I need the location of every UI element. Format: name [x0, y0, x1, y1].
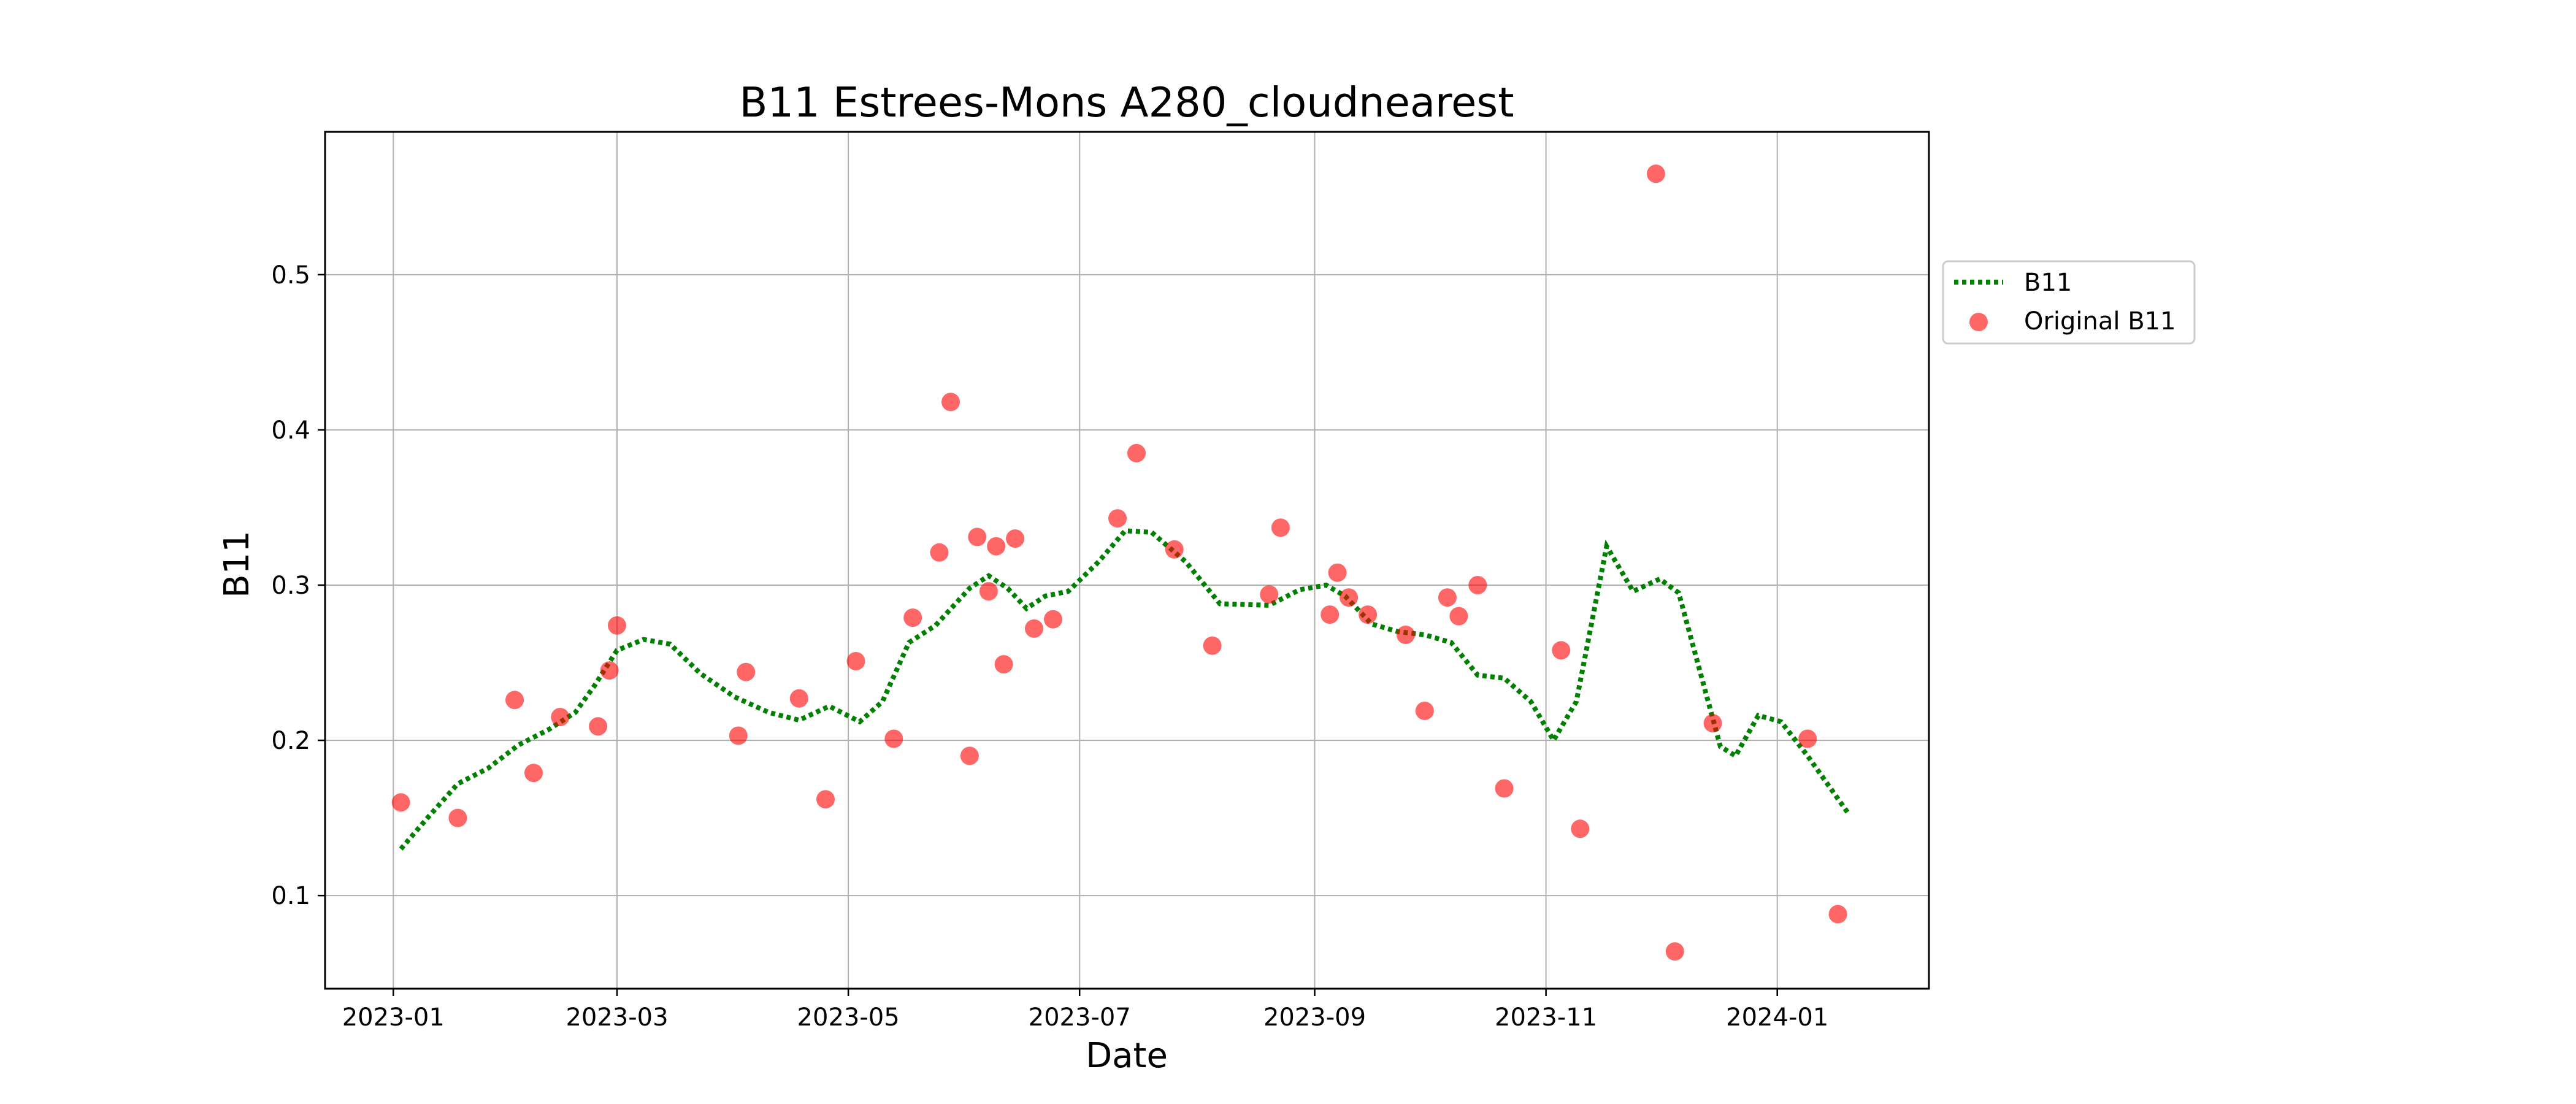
original-b11-point	[1703, 714, 1722, 733]
original-b11-point	[600, 661, 619, 680]
original-b11-point	[1415, 702, 1434, 720]
legend: B11 Original B11	[1942, 260, 2196, 345]
original-b11-point	[1438, 588, 1457, 607]
original-b11-point	[884, 729, 903, 748]
original-b11-point	[903, 608, 922, 627]
chart-title: B11 Estrees-Mons A280_cloudnearest	[740, 79, 1514, 126]
original-b11-point	[391, 793, 410, 812]
legend-label-original-b11: Original B11	[2024, 307, 2176, 335]
x-tick-label: 2023-05	[797, 1003, 900, 1032]
original-b11-point	[524, 764, 543, 783]
original-b11-point	[816, 790, 835, 809]
y-axis-ticks: 0.1 0.2 0.3 0.4 0.5	[271, 261, 325, 910]
original-b11-markers	[391, 164, 1847, 961]
original-b11-point	[987, 537, 1006, 556]
original-b11-point	[737, 662, 756, 681]
original-b11-point	[1798, 729, 1817, 748]
original-b11-point	[505, 691, 524, 710]
original-b11-point	[1449, 607, 1468, 626]
original-b11-point	[1359, 605, 1378, 624]
original-b11-point	[1025, 619, 1043, 638]
x-tick-label: 2023-09	[1263, 1003, 1366, 1032]
original-b11-point	[1165, 540, 1184, 559]
y-tick-label: 0.1	[271, 882, 310, 910]
original-b11-point	[930, 543, 949, 562]
plot-frame	[324, 131, 1930, 990]
legend-label-b11: B11	[2024, 269, 2072, 297]
legend-marker-swatch	[1969, 313, 1988, 331]
x-tick-label: 2023-01	[342, 1003, 445, 1032]
original-b11-point	[960, 746, 979, 765]
original-b11-point	[551, 708, 570, 727]
original-b11-point	[448, 808, 467, 827]
original-b11-point	[1044, 610, 1062, 629]
original-b11-point	[1127, 443, 1146, 462]
x-axis-title: Date	[1086, 1036, 1168, 1076]
legend-box	[1942, 260, 2196, 345]
original-b11-point	[1203, 636, 1222, 655]
y-axis-title: B11	[217, 531, 257, 598]
original-b11-point	[729, 726, 748, 745]
y-tick-label: 0.2	[271, 727, 310, 755]
x-tick-label: 2023-07	[1029, 1003, 1131, 1032]
y-tick-label: 0.4	[271, 416, 310, 445]
original-b11-point	[846, 652, 865, 670]
original-b11-point	[994, 655, 1013, 674]
original-b11-point	[1552, 641, 1571, 660]
original-b11-point	[1828, 905, 1847, 924]
original-b11-point	[789, 689, 808, 708]
original-b11-point	[1396, 626, 1415, 644]
original-b11-point	[979, 582, 998, 601]
original-b11-point	[1321, 605, 1340, 624]
y-tick-label: 0.3	[271, 572, 310, 600]
b11-line-layer	[399, 528, 1852, 851]
y-tick-label: 0.5	[271, 261, 310, 289]
original-b11-point	[1271, 518, 1290, 537]
original-b11-point	[941, 393, 960, 412]
x-axis-ticks: 2023-01 2023-03 2023-05 2023-07 2023-09 2023-…	[342, 989, 1828, 1032]
original-b11-point	[608, 616, 626, 635]
original-b11-point	[1665, 942, 1684, 961]
original-b11-point	[1340, 588, 1359, 607]
x-tick-label: 2023-03	[565, 1003, 668, 1032]
original-b11-point	[1260, 585, 1279, 604]
x-tick-label: 2024-01	[1726, 1003, 1828, 1032]
original-b11-point	[589, 717, 608, 736]
grid	[325, 132, 1929, 989]
original-b11-point	[1468, 576, 1487, 594]
b11-series-line	[399, 528, 1852, 851]
original-b11-point	[1571, 819, 1590, 838]
original-b11-point	[1108, 509, 1127, 528]
original-b11-point	[968, 527, 987, 546]
original-b11-point	[1646, 164, 1665, 183]
original-b11-point	[1495, 779, 1514, 798]
original-b11-point	[1328, 563, 1347, 582]
x-tick-label: 2023-11	[1495, 1003, 1597, 1032]
original-b11-point	[1006, 529, 1025, 548]
